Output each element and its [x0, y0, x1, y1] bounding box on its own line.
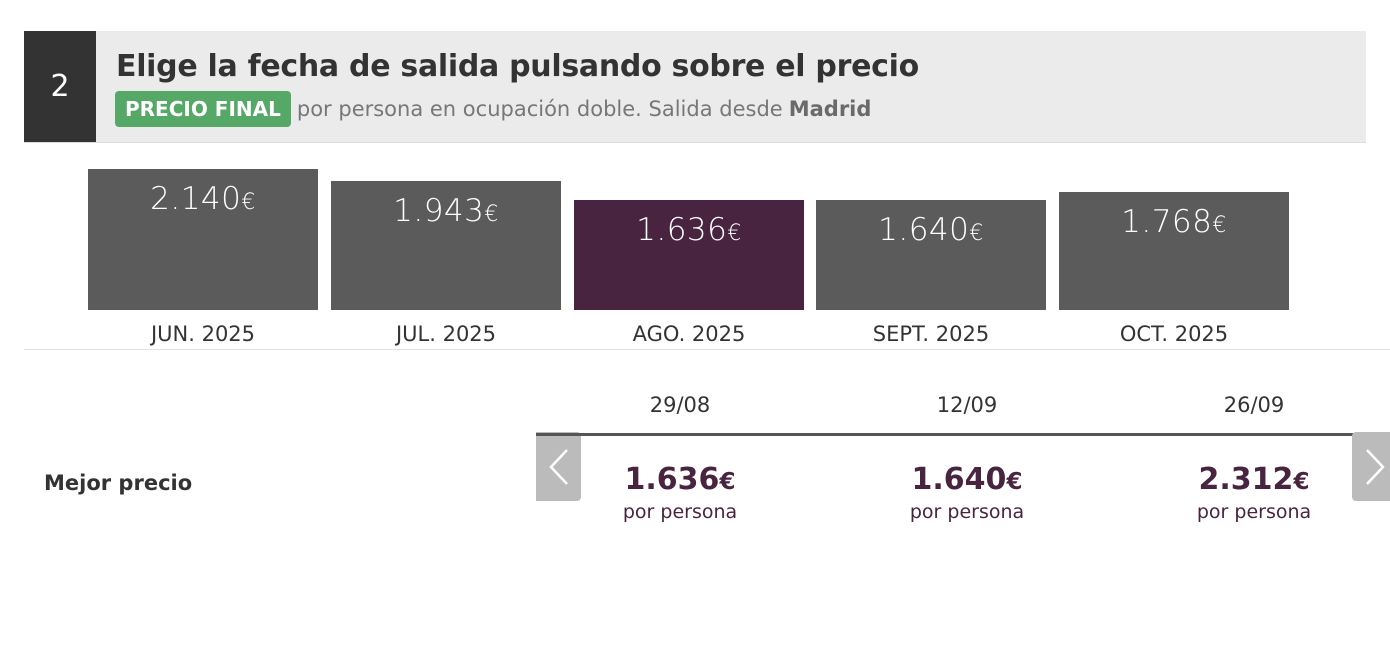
- month-price-chart: 2.140€ JUN. 2025 1.943€ JUL. 2025 1.636€…: [88, 169, 1289, 346]
- month-price: 1.768€: [1121, 203, 1227, 240]
- date-option[interactable]: 12/09 1.640€ por persona: [823, 393, 1111, 523]
- month-price: 2.140€: [150, 181, 256, 217]
- final-price-badge: PRECIO FINAL: [115, 91, 291, 127]
- per-person-label: por persona: [622, 501, 738, 523]
- month-label-jun: JUN. 2025: [150, 322, 256, 346]
- date-price: 1.640€: [911, 462, 1023, 497]
- month-price: 1.943€: [393, 193, 499, 230]
- per-person-label: por persona: [1196, 501, 1312, 523]
- origin-city: Madrid: [788, 97, 872, 121]
- month-price: 1.640€: [878, 211, 984, 248]
- subtitle: PRECIO FINAL por persona en ocupación do…: [115, 88, 871, 130]
- month-bar-jun[interactable]: 2.140€: [88, 169, 318, 310]
- month-bar-ago[interactable]: 1.636€: [574, 200, 804, 310]
- step-number: 2: [24, 31, 96, 142]
- subtitle-text: por persona en ocupación doble. Salida d…: [296, 97, 783, 121]
- step-header: 2 Elige la fecha de salida pulsando sobr…: [24, 31, 1366, 143]
- per-person-label: por persona: [909, 501, 1025, 523]
- departure-date: 29/08: [649, 393, 711, 417]
- best-price-label: Mejor precio: [44, 471, 193, 495]
- date-option[interactable]: 29/08 1.636€ por persona: [536, 393, 824, 523]
- date-option[interactable]: 26/09 2.312€ por persona: [1110, 393, 1390, 523]
- month-label-ago: AGO. 2025: [632, 322, 746, 346]
- month-bar-jul[interactable]: 1.943€: [331, 181, 561, 310]
- date-price: 1.636€: [624, 462, 736, 497]
- month-label-sept: SEPT. 2025: [872, 322, 990, 346]
- date-underline: [823, 433, 1111, 436]
- month-bar-sept[interactable]: 1.640€: [816, 199, 1046, 310]
- next-dates-button[interactable]: [1352, 432, 1390, 501]
- date-underline: [536, 433, 824, 436]
- prev-dates-button[interactable]: [536, 432, 581, 501]
- divider: [24, 349, 1390, 350]
- chevron-right-icon: [1365, 448, 1385, 485]
- month-bar-oct[interactable]: 1.768€: [1059, 191, 1289, 310]
- date-price: 2.312€: [1198, 462, 1310, 497]
- departure-date: 12/09: [936, 393, 998, 417]
- month-price: 1.636€: [636, 212, 742, 248]
- month-label-jul: JUL. 2025: [395, 322, 497, 346]
- chevron-left-icon: [548, 448, 568, 485]
- page-title: Elige la fecha de salida pulsando sobre …: [116, 49, 919, 84]
- departure-date: 26/09: [1223, 393, 1285, 417]
- date-underline: [1110, 433, 1390, 436]
- month-label-oct: OCT. 2025: [1119, 322, 1229, 346]
